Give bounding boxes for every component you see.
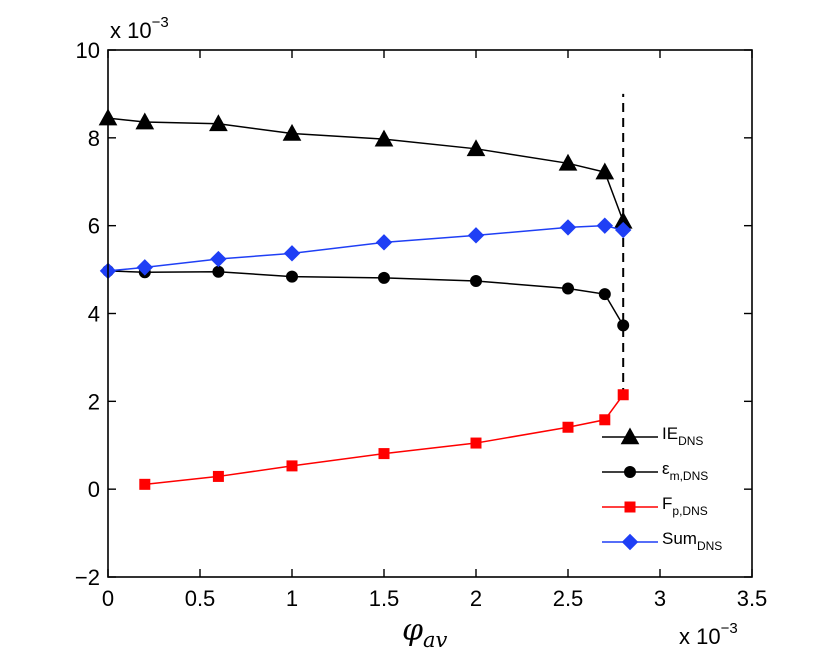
legend-label-sub: m,DNS	[670, 469, 709, 483]
legend-item: Fp,DNS	[602, 494, 708, 518]
data-point	[378, 271, 390, 284]
x-tick-label: 0.5	[185, 586, 216, 611]
data-point	[210, 250, 227, 268]
data-point	[558, 153, 578, 171]
data-point	[135, 112, 155, 130]
scale-prefix: x 10	[679, 624, 721, 649]
data-point	[599, 414, 611, 426]
legend-item: εm,DNS	[602, 459, 708, 483]
data-point	[466, 139, 486, 157]
data-point	[378, 448, 390, 460]
data-point	[136, 259, 154, 276]
x-axis-title-base: φ	[402, 613, 423, 648]
legend-item: IEDNS	[602, 424, 703, 448]
legend-marker	[621, 533, 639, 551]
data-point	[139, 478, 151, 490]
data-point	[212, 265, 225, 278]
data-point	[467, 227, 485, 244]
data-point	[614, 221, 632, 239]
x-tick-label: 2.5	[553, 586, 584, 611]
legend-label-sub: DNS	[678, 434, 703, 448]
data-point	[470, 275, 482, 288]
data-point	[596, 217, 614, 234]
x-tick-label: 0	[102, 586, 114, 611]
data-point	[470, 437, 482, 449]
series-3	[99, 217, 632, 280]
data-point	[212, 470, 224, 482]
series-line	[144, 394, 624, 486]
x-tick-label: 3.5	[737, 586, 768, 611]
y-tick-label: 10	[76, 38, 100, 63]
legend-marker	[624, 466, 636, 478]
data-point	[283, 245, 301, 262]
scale-exponent: −3	[152, 14, 169, 31]
y-tick-label: 2	[88, 389, 100, 414]
data-point	[559, 219, 577, 236]
y-tick-label: −2	[75, 565, 100, 590]
series-line	[107, 224, 624, 272]
data-point	[595, 162, 615, 180]
x-axis-title-text: φav	[402, 613, 448, 652]
y-tick-label: 8	[88, 126, 100, 151]
series-0	[98, 108, 633, 229]
series-1	[102, 264, 630, 332]
x-axis-title: φav	[402, 613, 448, 652]
series-2	[139, 389, 629, 490]
plot-frame	[107, 49, 753, 578]
legend-marker	[620, 427, 640, 445]
data-point	[617, 319, 630, 332]
x-tick-label: 2	[470, 586, 482, 611]
legend-label-main: IE	[662, 424, 678, 443]
data-point	[562, 282, 574, 295]
legend-label: εm,DNS	[662, 459, 708, 483]
x-scale-label: x 10−3	[679, 620, 738, 649]
x-tick-label: 1.5	[369, 586, 400, 611]
data-point	[375, 234, 393, 251]
legend-marker	[624, 501, 636, 513]
data-point	[286, 270, 298, 283]
legend-label-main: Sum	[662, 529, 697, 548]
data-point	[374, 129, 394, 147]
x-tick-label: 3	[654, 586, 666, 611]
x-tick-label: 1	[286, 586, 298, 611]
data-point	[598, 288, 611, 301]
x-axis-title-sub: av	[423, 628, 448, 652]
data-point	[562, 421, 574, 433]
data-point	[286, 460, 298, 472]
y-tick-label: 4	[88, 302, 100, 327]
legend-label-sub: p,DNS	[672, 504, 707, 518]
legend-label-sub: DNS	[697, 539, 722, 553]
scale-label-text: x 10−3	[110, 14, 169, 43]
data-point	[282, 123, 302, 141]
chart-marks	[98, 93, 633, 490]
legend-label: SumDNS	[662, 529, 722, 553]
legend-label: Fp,DNS	[662, 494, 708, 518]
series-line	[107, 270, 624, 326]
data-point	[617, 389, 629, 401]
data-point	[209, 114, 228, 132]
series-line	[107, 117, 624, 222]
scale-exponent: −3	[721, 620, 738, 637]
scale-prefix: x 10	[110, 18, 152, 43]
y-tick-label: 6	[88, 214, 100, 239]
legend-label-main: ε	[662, 459, 670, 478]
legend-label-main: F	[662, 494, 672, 513]
scale-label-text: x 10−3	[679, 620, 738, 649]
y-scale-label: x 10−3	[110, 14, 169, 43]
legend-label: IEDNS	[662, 424, 703, 448]
legend-item: SumDNS	[602, 529, 722, 553]
y-tick-label: 0	[88, 477, 100, 502]
